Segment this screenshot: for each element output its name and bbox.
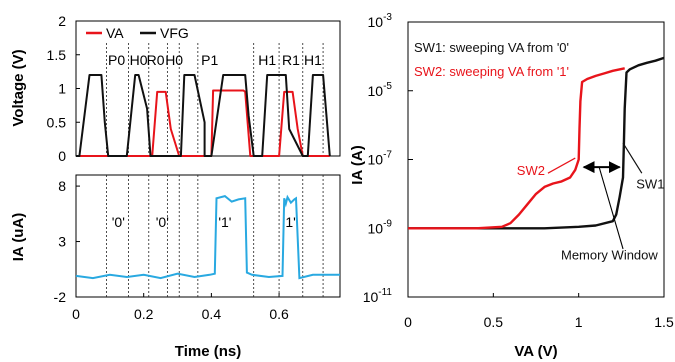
iv-chart: 10-3 10-5 10-7 10-9 10-11 0 0.5 1 1.5 SW1: swee… [349, 12, 674, 360]
phase-label: P1 [201, 52, 218, 68]
iv-y-tick-label: 10-5 [368, 81, 393, 99]
time-x-tick-label: 0.4 [202, 306, 222, 322]
voltage-series-vfg [76, 74, 331, 157]
phase-label: P0 [108, 52, 125, 68]
voltage-y-axis-label: Voltage (V) [10, 49, 27, 126]
bit-label: '0' [112, 214, 125, 230]
iv-legend-entry: SW2: sweeping VA from '1' [414, 64, 569, 79]
memory-window-label: Memory Window [561, 248, 658, 263]
memory-window-pointer-line [598, 166, 624, 250]
phase-label: H1 [304, 52, 322, 68]
iv-x-tick-label: 1 [575, 314, 583, 330]
sw1-label: SW1 [636, 177, 664, 192]
sw2-label: SW2 [517, 163, 545, 178]
legend-label-vfg: VFG [160, 25, 189, 41]
voltage-y-tick-label: 0 [58, 148, 66, 164]
phase-label: R1 [282, 52, 300, 68]
voltage-y-tick-label: 2 [58, 13, 66, 29]
phase-label: H0 [130, 52, 148, 68]
current-series-ia [75, 194, 340, 280]
iv-series-sw2 [408, 67, 625, 230]
time-x-axis-label: Time (ns) [175, 343, 241, 360]
iv-legend-entry: SW1: sweeping VA from '0' [414, 40, 569, 55]
time-x-tick-label: 0 [72, 306, 80, 322]
bit-label: '1' [283, 214, 296, 230]
voltage-plot-frame [75, 20, 341, 157]
current-y-tick-label: 3 [58, 234, 66, 250]
time-x-tick-label: 0.6 [269, 306, 289, 322]
iv-y-tick-label: 10-9 [368, 218, 393, 236]
iv-x-axis-label: VA (V) [514, 343, 557, 360]
time-x-tick-label: 0.2 [134, 306, 154, 322]
current-y-tick-label: -2 [54, 289, 67, 305]
iv-series-sw1 [408, 56, 665, 230]
legend-label-va: VA [106, 25, 124, 41]
voltage-chart: 21.510.50 P0 H0 R0 H0 P1 H1 R1 H1 VA VFG Voltage… [10, 13, 341, 164]
phase-label: H1 [258, 52, 276, 68]
bit-label: '1' [218, 214, 231, 230]
sw1-pointer-line [622, 142, 643, 174]
voltage-y-tick-label: 0.5 [47, 114, 67, 130]
current-y-tick-label: 8 [58, 178, 66, 194]
iv-x-tick-label: 0 [404, 314, 412, 330]
voltage-series-va [76, 89, 330, 157]
iv-y-axis-label: IA (A) [349, 145, 366, 184]
current-y-axis-label: IA (uA) [10, 213, 27, 262]
voltage-y-tick-label: 1 [58, 81, 66, 97]
bit-label: '0' [156, 214, 169, 230]
sw2-pointer-line [547, 157, 576, 174]
iv-x-tick-label: 0.5 [484, 314, 504, 330]
current-time-chart: 8 3 -2 0 0.2 0.4 0.6 '0' '0' '1' '1' IA (uA) Tim… [10, 174, 341, 360]
iv-y-tick-label: 10-11 [363, 287, 393, 305]
iv-y-tick-label: 10-7 [368, 150, 393, 168]
voltage-y-tick-label: 1.5 [47, 47, 67, 63]
phase-label: R0 [147, 52, 165, 68]
current-plot-frame [75, 174, 341, 298]
iv-y-tick-label: 10-3 [368, 12, 393, 30]
iv-x-tick-label: 1.5 [654, 314, 674, 330]
phase-label: H0 [165, 52, 183, 68]
